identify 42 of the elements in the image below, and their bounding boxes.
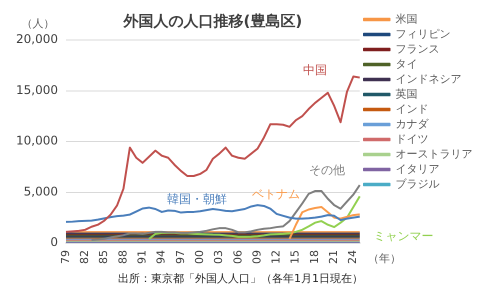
- x-tick-label: 00: [192, 250, 206, 264]
- annotation: ベトナム: [252, 186, 300, 201]
- y-tick-label: 0: [50, 235, 58, 250]
- legend-label: イタリア: [395, 162, 440, 176]
- legend-label: フランス: [395, 42, 440, 56]
- legend-label: ドイツ: [395, 132, 428, 146]
- x-axis-title: （年）: [368, 252, 401, 265]
- x-tick-label: 97: [174, 250, 187, 264]
- x-tick-label: 94: [154, 250, 168, 264]
- legend-label: タイ: [395, 57, 418, 70]
- legend-label: ブラジル: [395, 177, 440, 190]
- annotation: 韓国・朝鮮: [166, 192, 227, 206]
- x-tick-label: 91: [135, 250, 148, 264]
- x-tick-label: 03: [212, 250, 226, 264]
- x-tick-label: 85: [97, 250, 110, 264]
- legend-label: フィリピン: [395, 27, 450, 40]
- x-tick-label: 15: [288, 250, 302, 264]
- chart-title: 外国人の人口推移(豊島区): [122, 12, 302, 30]
- legend-label: カナダ: [395, 117, 430, 130]
- annotation: 中国: [303, 63, 328, 78]
- annotation: ミャンマー: [373, 229, 434, 244]
- x-tick-label: 21: [327, 250, 340, 264]
- x-tick-label: 79: [58, 250, 72, 264]
- annotation: その他: [309, 163, 346, 178]
- legend-label: インド: [395, 102, 428, 116]
- y-tick-label: 20,000: [16, 32, 58, 46]
- legend-label: 英国: [395, 87, 418, 100]
- legend-label: オーストラリア: [395, 147, 472, 160]
- x-tick-label: 82: [78, 250, 92, 264]
- y-tick-label: 5,000: [24, 184, 58, 198]
- legend-label: インドネシア: [395, 72, 462, 86]
- legend-label: 米国: [395, 12, 418, 26]
- x-tick-label: 06: [231, 250, 244, 264]
- x-tick-label: 09: [250, 250, 264, 264]
- y-tick-label: 15,000: [16, 82, 58, 97]
- y-tick-label: 10,000: [16, 134, 58, 148]
- x-tick-label: 12: [270, 250, 283, 264]
- x-tick-label: 88: [116, 250, 130, 264]
- y-axis-title: （人）: [21, 16, 54, 30]
- text: 出所：東京都「外国人人口」（各年1月1日現在）: [118, 272, 363, 285]
- x-tick-label: 24: [346, 250, 360, 264]
- x-tick-label: 18: [308, 250, 321, 264]
